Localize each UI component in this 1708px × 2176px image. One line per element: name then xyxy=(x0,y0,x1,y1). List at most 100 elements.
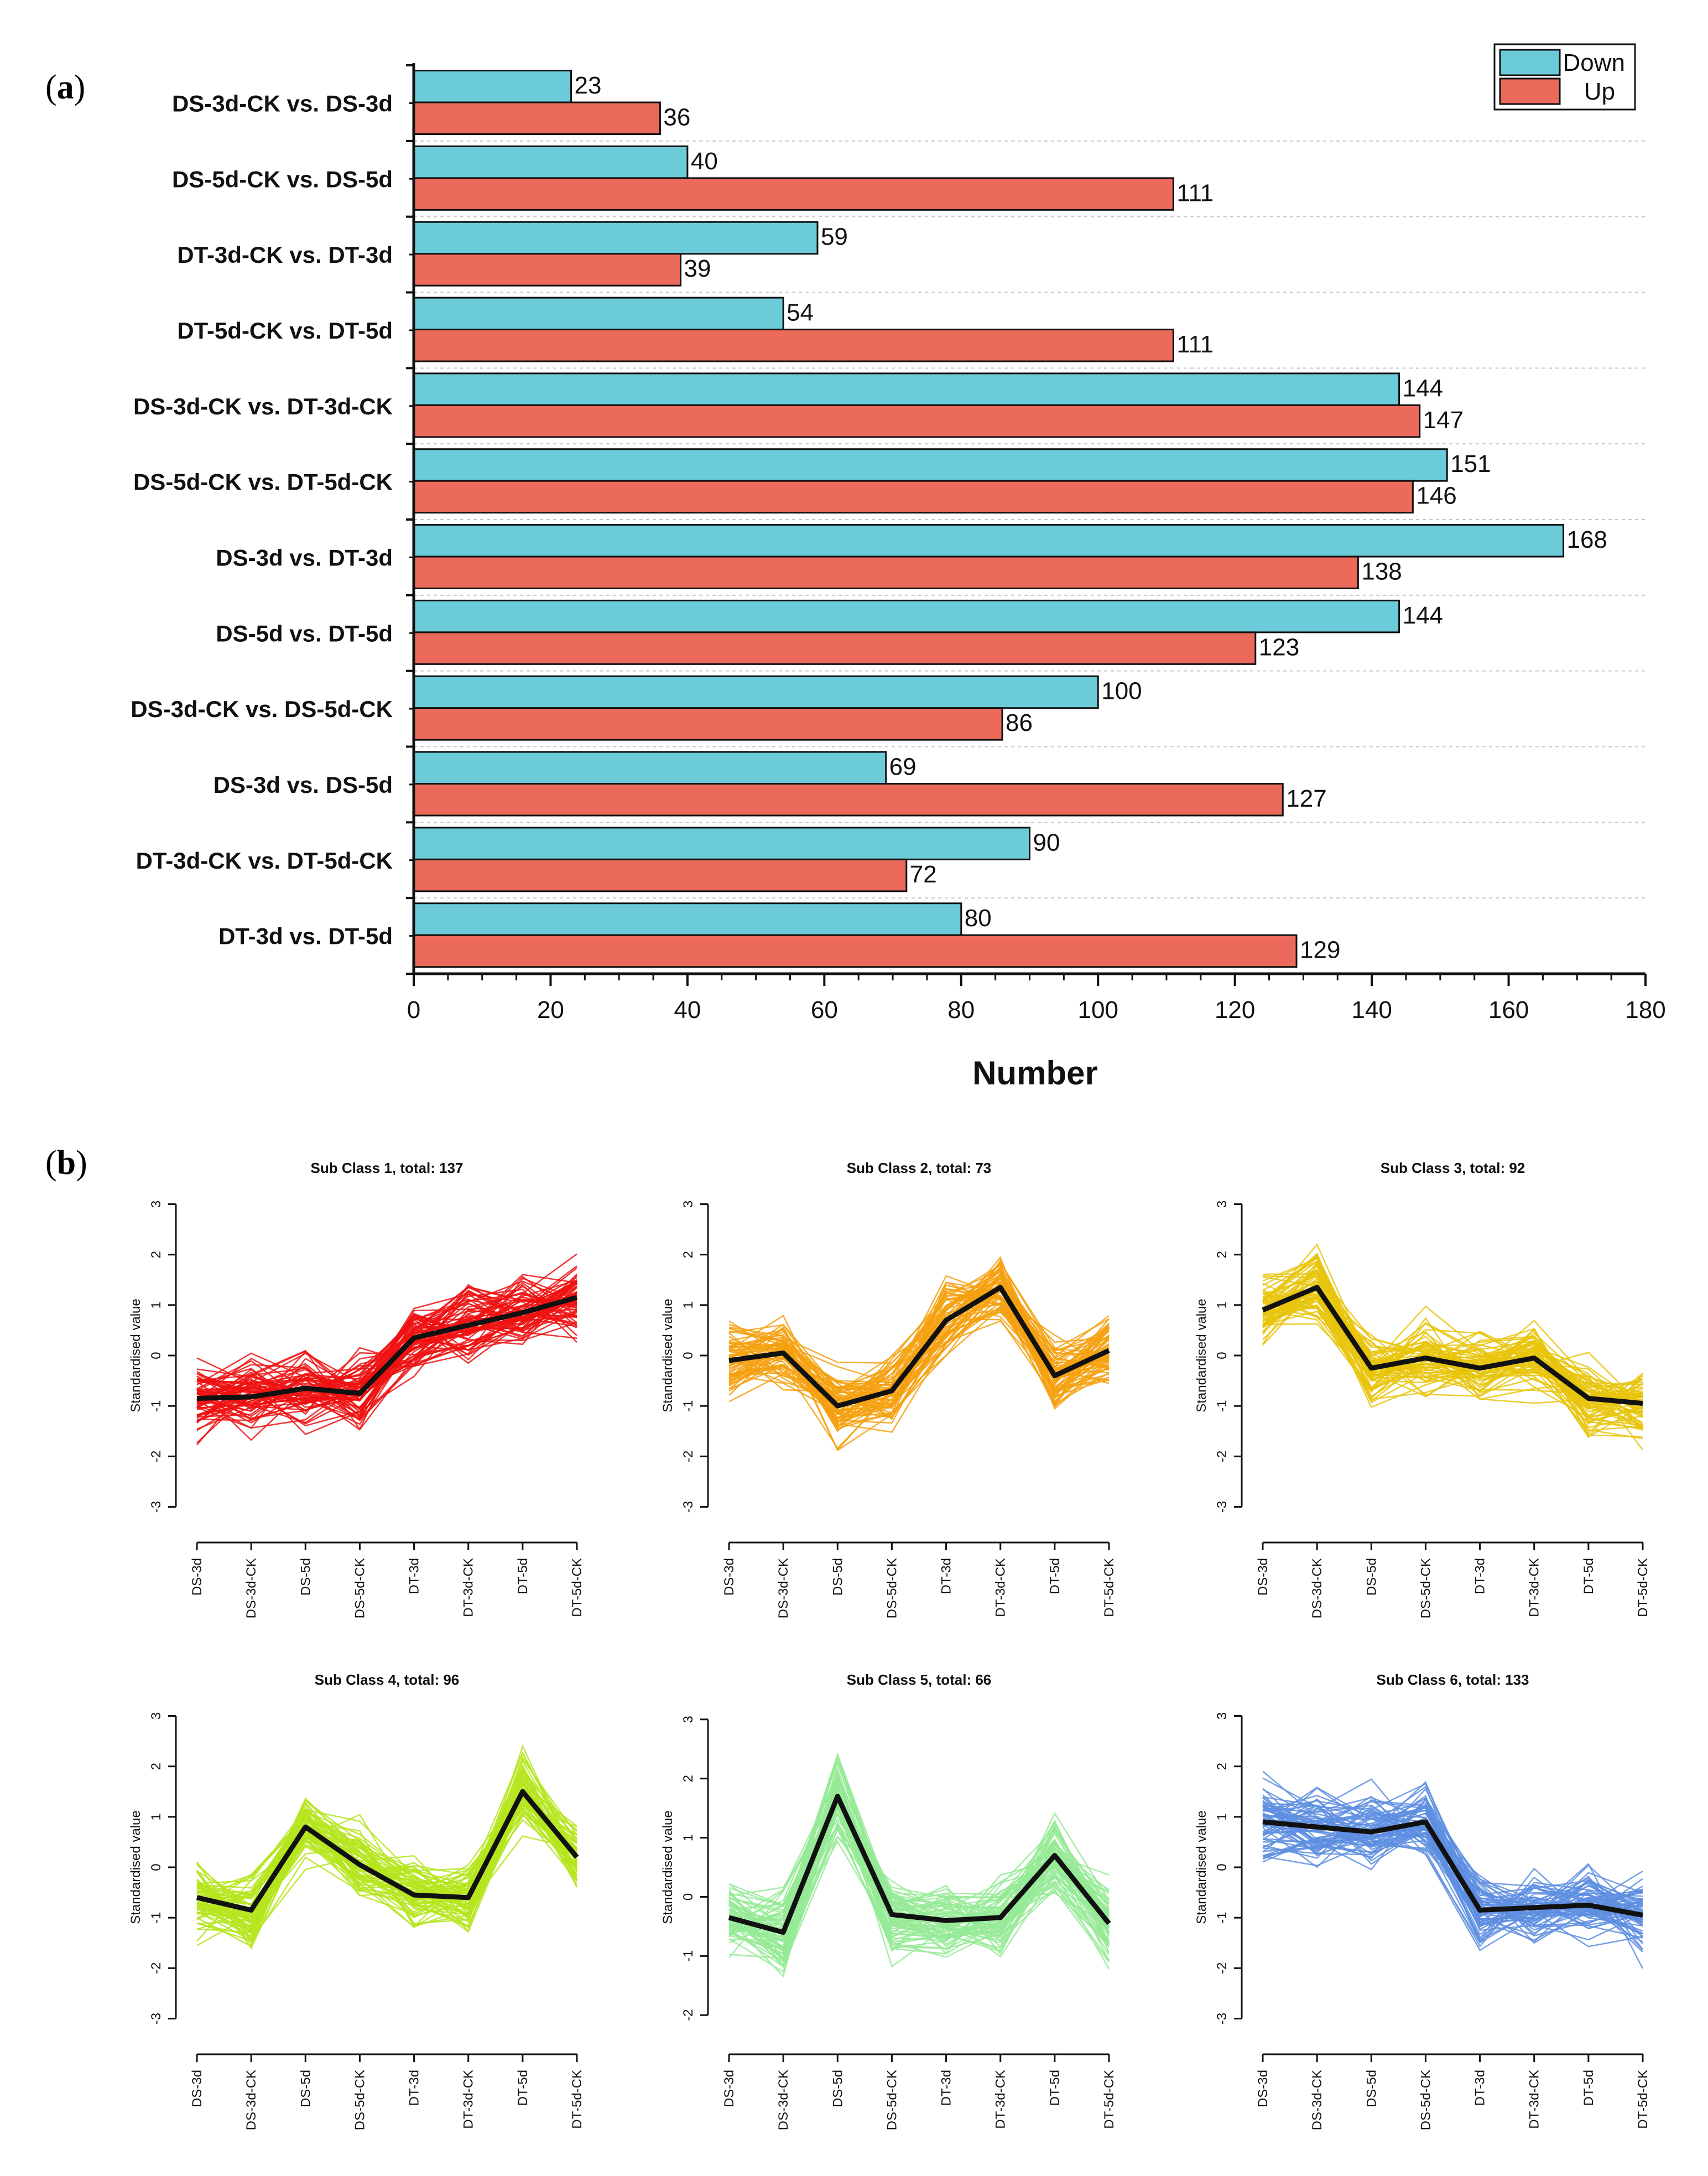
y-tick-label: 2 xyxy=(1215,1251,1230,1258)
x-tick-label: DS-5d xyxy=(1364,1558,1379,1596)
y-tick-label: 2 xyxy=(681,1775,696,1782)
bar-down xyxy=(413,297,784,331)
x-tick-label: DS-5d xyxy=(298,1558,313,1596)
category-label: DT-3d-CK vs. DT-5d-CK xyxy=(136,848,393,874)
y-tick-label: -3 xyxy=(1215,1501,1230,1513)
x-tick-label: DS-3d xyxy=(1256,1558,1270,1596)
y-tick-label: 1 xyxy=(149,1813,164,1820)
subplot-title: Sub Class 2, total: 73 xyxy=(847,1160,992,1176)
profile-line xyxy=(196,1804,577,1941)
profile-line xyxy=(196,1310,577,1421)
y-tick-label: 1 xyxy=(1215,1813,1230,1820)
subplot: Sub Class 3, total: 92 Standardised value… xyxy=(1194,1160,1650,1618)
data-label-up: 39 xyxy=(684,255,711,282)
category-label: DS-5d-CK vs. DT-5d-CK xyxy=(133,469,393,495)
y-tick-label: 3 xyxy=(681,1201,696,1208)
subplot-title: Sub Class 4, total: 96 xyxy=(315,1671,460,1688)
data-label-up: 86 xyxy=(1006,709,1033,736)
profile-line xyxy=(1262,1323,1643,1426)
mean-line xyxy=(728,1285,1110,1409)
y-tick-label: -2 xyxy=(681,1451,696,1462)
y-tick-label: 3 xyxy=(149,1201,164,1208)
x-tick-label: DT-3d xyxy=(939,1558,954,1594)
profile-line xyxy=(728,1785,1110,1955)
y-tick-label: -2 xyxy=(1215,1962,1230,1974)
y-axis-title: Standardised value xyxy=(660,1299,675,1412)
data-label-down: 151 xyxy=(1450,450,1491,477)
x-tick-label: DS-5d xyxy=(830,2070,845,2107)
subplot-title: Sub Class 6, total: 133 xyxy=(1377,1671,1529,1688)
y-axis-title: Standardised value xyxy=(1194,1810,1209,1924)
y-tick-label: 2 xyxy=(1215,1763,1230,1770)
y-tick-label: 0 xyxy=(681,1893,696,1900)
subplot: Sub Class 5, total: 66 Standardised value… xyxy=(660,1671,1117,2130)
category-label: DT-3d-CK vs. DT-3d xyxy=(177,242,393,268)
profile-line xyxy=(728,1282,1110,1419)
x-tick-label: 40 xyxy=(674,996,701,1024)
x-tick-label: 20 xyxy=(537,996,564,1024)
x-tick-label: DT-5d-CK xyxy=(570,2070,585,2129)
x-tick-label: 0 xyxy=(407,996,420,1024)
y-tick-label: 0 xyxy=(1215,1863,1230,1871)
x-tick-label: DS-3d-CK xyxy=(776,2070,791,2130)
line-chart-grid: Sub Class 1, total: 137 Standardised valu… xyxy=(128,1160,1650,2130)
bar-down xyxy=(413,524,1565,558)
category-label: DS-3d vs. DT-3d xyxy=(216,544,393,570)
profile-line xyxy=(1262,1795,1643,1944)
x-tick-label: DS-3d xyxy=(190,2070,205,2107)
profile-line xyxy=(196,1806,577,1919)
bar-up xyxy=(413,707,1003,741)
y-axis-title: Standardised value xyxy=(1194,1299,1209,1412)
bar-down xyxy=(413,145,689,179)
x-tick-label: DS-3d-CK xyxy=(776,1558,791,1618)
x-tick-label: DT-5d xyxy=(1581,2070,1596,2106)
y-tick-label: -3 xyxy=(149,1501,164,1513)
profile-line xyxy=(1262,1269,1643,1406)
bar-down xyxy=(413,902,962,936)
y-tick-label: 0 xyxy=(1215,1352,1230,1359)
profile-line xyxy=(196,1294,577,1408)
y-tick-label: -1 xyxy=(681,1400,696,1412)
profile-line xyxy=(728,1792,1110,1938)
x-tick-label: DT-5d-CK xyxy=(570,1558,585,1617)
legend-swatch-up xyxy=(1499,77,1561,105)
bar-up xyxy=(413,404,1421,438)
y-tick-label: -1 xyxy=(1215,1912,1230,1924)
y-tick-label: -1 xyxy=(681,1950,696,1962)
data-label-down: 23 xyxy=(575,72,602,99)
x-tick-label: DS-5d-CK xyxy=(1418,1558,1433,1618)
y-tick-label: -2 xyxy=(149,1451,164,1462)
y-axis-title: Standardised value xyxy=(128,1299,143,1412)
profile-line xyxy=(1262,1802,1643,1917)
x-tick-label: DS-5d xyxy=(298,2070,313,2107)
x-tick-label: DT-3d xyxy=(1473,2070,1488,2106)
x-tick-label: DT-3d xyxy=(939,2070,954,2106)
profile-lines xyxy=(196,1253,577,1446)
bar-down xyxy=(413,448,1448,482)
profile-line xyxy=(728,1790,1110,1970)
category-label: DS-3d-CK vs. DS-3d xyxy=(172,90,393,116)
profile-line xyxy=(196,1280,577,1411)
x-tick-label: DT-3d-CK xyxy=(1527,2070,1542,2129)
profile-line xyxy=(196,1780,578,1950)
bar-down xyxy=(413,221,819,255)
category-label: DS-3d-CK vs. DT-3d-CK xyxy=(133,393,393,419)
bar-up xyxy=(413,329,1174,362)
y-tick-label: 2 xyxy=(681,1251,696,1258)
profile-line xyxy=(196,1751,578,1934)
bar-up xyxy=(413,631,1257,665)
data-label-up: 146 xyxy=(1416,482,1456,510)
y-tick-label: 3 xyxy=(681,1716,696,1723)
legend-label-down: Down xyxy=(1563,49,1626,76)
bar-down xyxy=(413,751,887,785)
x-tick-label: DS-3d-CK xyxy=(244,2070,259,2130)
bar-chart: 23 36 DS-3d-CK vs. DS-3d 40 111 DS-5d-CK vs. … xyxy=(131,43,1666,1092)
profile-line xyxy=(728,1291,1110,1432)
x-tick-label: DT-5d xyxy=(1048,1558,1063,1594)
y-tick-label: -1 xyxy=(149,1400,164,1412)
x-tick-label: DT-3d-CK xyxy=(993,1558,1008,1617)
y-tick-label: 0 xyxy=(149,1863,164,1871)
x-tick-label: DT-5d xyxy=(1048,2070,1063,2106)
x-tick-label: 140 xyxy=(1351,996,1392,1024)
